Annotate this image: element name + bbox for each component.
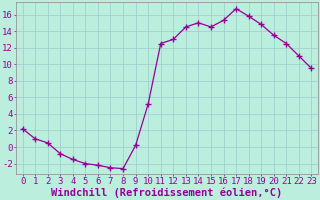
X-axis label: Windchill (Refroidissement éolien,°C): Windchill (Refroidissement éolien,°C) xyxy=(52,187,283,198)
